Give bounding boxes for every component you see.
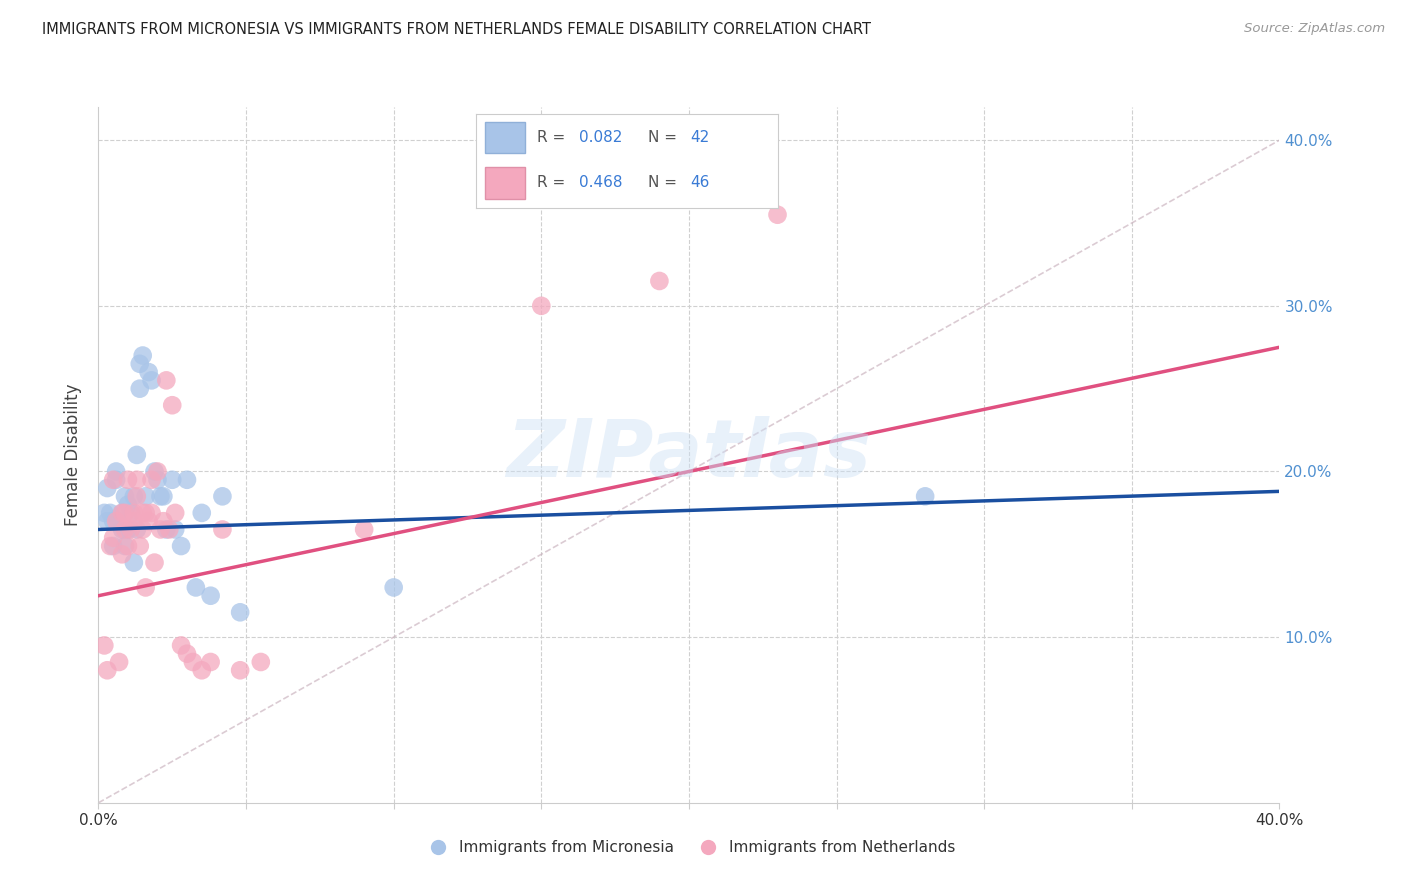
Point <box>93 506 115 520</box>
Point <box>170 639 193 653</box>
Point <box>111 506 134 520</box>
Point <box>117 523 139 537</box>
Point <box>141 373 163 387</box>
Point <box>98 539 121 553</box>
Point <box>120 506 142 520</box>
Text: Source: ZipAtlas.com: Source: ZipAtlas.com <box>1244 22 1385 36</box>
Point <box>250 655 273 669</box>
Point <box>141 473 163 487</box>
Point <box>229 605 252 619</box>
Point <box>530 299 553 313</box>
Point <box>211 523 233 537</box>
Point <box>143 556 166 570</box>
Point <box>149 523 172 537</box>
Point <box>176 647 198 661</box>
Point <box>155 373 177 387</box>
Point <box>132 506 155 520</box>
Point <box>191 663 214 677</box>
Point <box>122 489 145 503</box>
Point <box>96 514 118 528</box>
Point <box>135 506 157 520</box>
Point <box>184 581 207 595</box>
Point <box>125 489 148 503</box>
Point <box>117 473 139 487</box>
Point <box>120 523 142 537</box>
Point <box>766 208 789 222</box>
Point <box>135 489 157 503</box>
Point <box>125 523 148 537</box>
Point <box>98 506 121 520</box>
Point <box>176 473 198 487</box>
Point <box>155 523 177 537</box>
Point <box>200 655 222 669</box>
Point <box>128 357 150 371</box>
Point <box>114 506 136 520</box>
Point <box>128 539 150 553</box>
Point <box>138 365 160 379</box>
Text: ZIPatlas: ZIPatlas <box>506 416 872 494</box>
Point <box>132 349 155 363</box>
Point <box>200 589 222 603</box>
Point <box>149 489 172 503</box>
Point <box>122 506 145 520</box>
Point <box>146 465 169 479</box>
Point <box>353 523 375 537</box>
Point <box>105 473 128 487</box>
Point <box>152 514 174 528</box>
Point <box>165 506 187 520</box>
Point <box>138 514 160 528</box>
Point <box>125 473 148 487</box>
Text: IMMIGRANTS FROM MICRONESIA VS IMMIGRANTS FROM NETHERLANDS FEMALE DISABILITY CORR: IMMIGRANTS FROM MICRONESIA VS IMMIGRANTS… <box>42 22 872 37</box>
Point <box>191 506 214 520</box>
Point <box>162 398 183 412</box>
Point <box>114 539 136 553</box>
Point <box>181 655 204 669</box>
Point <box>165 523 187 537</box>
Point <box>111 547 134 561</box>
Point <box>103 514 125 528</box>
Point <box>105 514 128 528</box>
Point <box>152 489 174 503</box>
Legend: Immigrants from Micronesia, Immigrants from Netherlands: Immigrants from Micronesia, Immigrants f… <box>416 834 962 862</box>
Y-axis label: Female Disability: Female Disability <box>65 384 83 526</box>
Point <box>128 382 150 396</box>
Point <box>103 473 125 487</box>
Point <box>114 489 136 503</box>
Point <box>103 531 125 545</box>
Point <box>108 655 131 669</box>
Point <box>141 506 163 520</box>
Point <box>157 523 180 537</box>
Point <box>125 448 148 462</box>
Point <box>117 539 139 553</box>
Point <box>382 581 405 595</box>
Point <box>229 663 252 677</box>
Point <box>211 489 233 503</box>
Point <box>96 481 118 495</box>
Point <box>122 556 145 570</box>
Point <box>170 539 193 553</box>
Point <box>93 639 115 653</box>
Point <box>135 581 157 595</box>
Point <box>914 489 936 503</box>
Point <box>108 514 131 528</box>
Point <box>114 523 136 537</box>
Point <box>132 523 155 537</box>
Point <box>105 465 128 479</box>
Point <box>143 465 166 479</box>
Point <box>648 274 671 288</box>
Point <box>111 523 134 537</box>
Point <box>117 498 139 512</box>
Point <box>146 473 169 487</box>
Point <box>96 663 118 677</box>
Point <box>162 473 183 487</box>
Point <box>111 506 134 520</box>
Point <box>103 539 125 553</box>
Point <box>122 514 145 528</box>
